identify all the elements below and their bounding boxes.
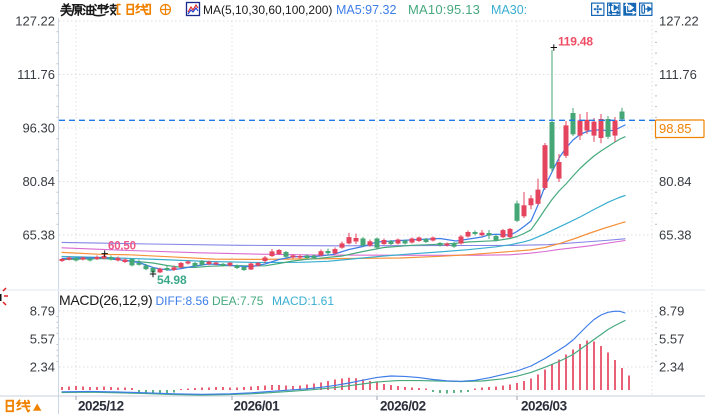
svg-text:5.57: 5.57 xyxy=(30,332,55,347)
svg-text:2025/12: 2025/12 xyxy=(78,399,124,414)
svg-text:80.84: 80.84 xyxy=(659,174,692,189)
svg-text:2026/03: 2026/03 xyxy=(521,399,568,414)
svg-text:2.34: 2.34 xyxy=(30,360,55,375)
svg-text:8.79: 8.79 xyxy=(659,304,684,319)
svg-text:96.30: 96.30 xyxy=(22,121,55,136)
svg-text:54.98: 54.98 xyxy=(157,273,187,287)
svg-text:MACD:1.61: MACD:1.61 xyxy=(272,294,334,308)
svg-text:8.79: 8.79 xyxy=(30,304,55,319)
svg-text:DEA:7.75: DEA:7.75 xyxy=(212,294,264,308)
svg-text:2026/02: 2026/02 xyxy=(380,399,426,414)
svg-text:MA(5,10,30,60,100,200): MA(5,10,30,60,100,200) xyxy=(203,3,332,17)
svg-text:119.48: 119.48 xyxy=(558,35,593,49)
svg-text:MA5:97.32: MA5:97.32 xyxy=(336,3,397,17)
svg-text:127.22: 127.22 xyxy=(15,14,55,29)
svg-text:111.76: 111.76 xyxy=(17,67,55,82)
svg-text:MA30:: MA30: xyxy=(491,3,527,17)
svg-text:80.84: 80.84 xyxy=(22,174,55,189)
svg-text:65.38: 65.38 xyxy=(659,228,692,243)
svg-text:2026/01: 2026/01 xyxy=(234,399,281,414)
svg-text:2.34: 2.34 xyxy=(659,360,684,375)
svg-text:65.38: 65.38 xyxy=(22,228,55,243)
svg-text:MACD(26,12,9): MACD(26,12,9) xyxy=(59,292,152,308)
svg-text:60.50: 60.50 xyxy=(108,241,136,253)
svg-text:MA10:95.13: MA10:95.13 xyxy=(408,2,480,17)
svg-text:5.57: 5.57 xyxy=(659,332,684,347)
svg-text:111.76: 111.76 xyxy=(659,67,697,82)
svg-text:127.22: 127.22 xyxy=(659,14,699,29)
svg-text:DIFF:8.56: DIFF:8.56 xyxy=(156,294,210,308)
svg-text:98.85: 98.85 xyxy=(659,121,692,136)
